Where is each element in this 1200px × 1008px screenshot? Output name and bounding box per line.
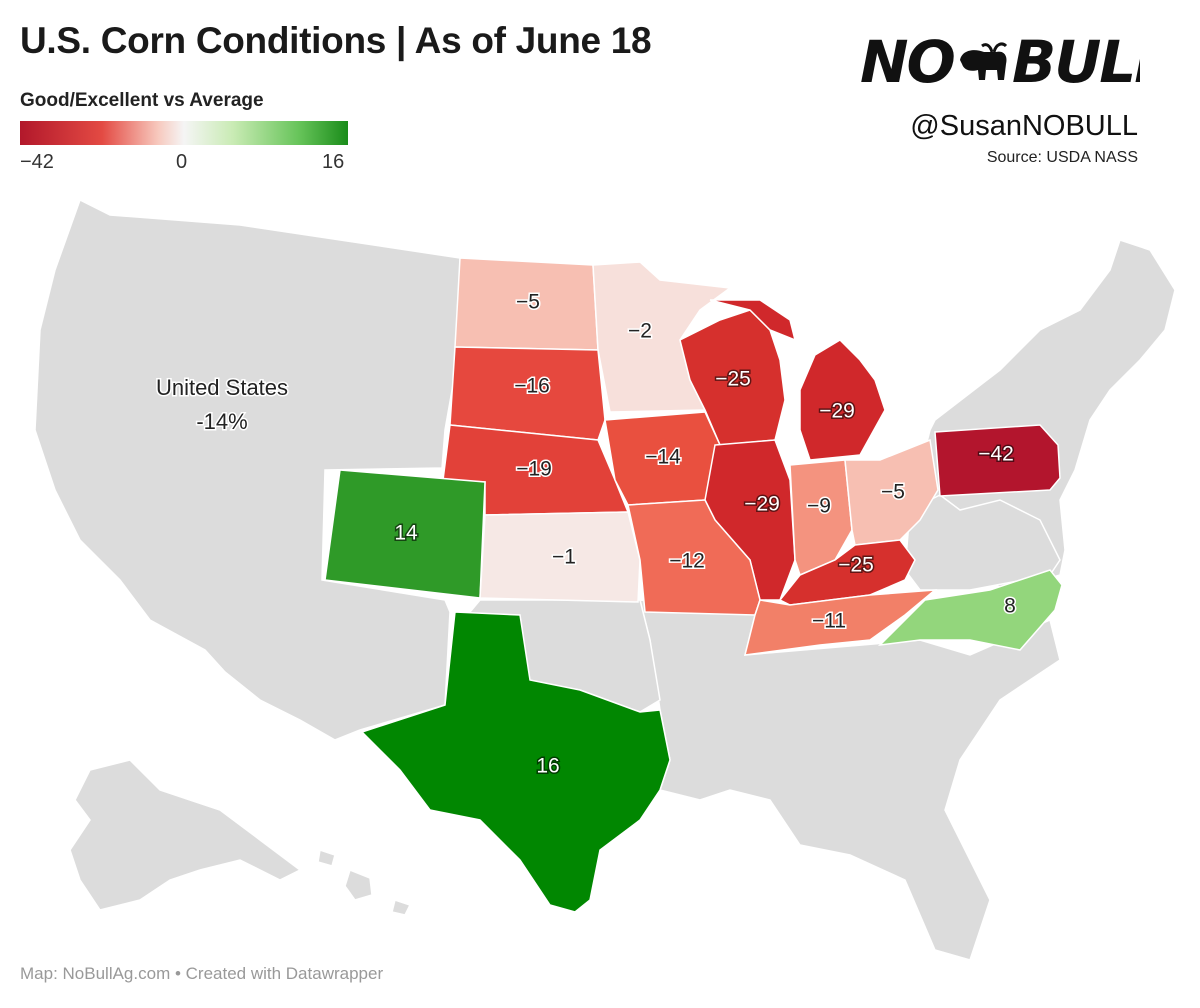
legend-max-label: 16 — [322, 151, 345, 173]
source-note: Source: USDA NASS — [986, 149, 1138, 166]
state-value-label-missouri: −12 — [669, 550, 705, 573]
state-value-label-nebraska: −19 — [516, 458, 552, 481]
state-value-label-minnesota: −2 — [628, 320, 652, 343]
state-value-label-kansas: −1 — [552, 546, 576, 569]
state-texas[interactable] — [360, 611, 671, 913]
legend-mid-label: 0 — [176, 151, 188, 173]
svg-text:NO: NO — [860, 28, 955, 96]
legend-title: Good/Excellent vs Average — [20, 90, 264, 111]
state-value-label-south-dakota: −16 — [514, 375, 550, 398]
state-value-label-north-carolina: 8 — [1004, 595, 1016, 618]
state-value-label-wisconsin: −25 — [715, 368, 751, 391]
svg-text:BULL: BULL — [1012, 28, 1140, 96]
footer-credit: Map: NoBullAg.com • Created with Datawra… — [20, 964, 384, 983]
chart-title: U.S. Corn Conditions | As of June 18 — [20, 20, 652, 61]
state-value-label-tennessee: −11 — [812, 610, 846, 633]
state-north-carolina[interactable] — [877, 569, 1063, 651]
state-value-label-ohio: −5 — [881, 481, 905, 504]
state-west-region — [34, 198, 461, 741]
state-value-label-north-dakota: −5 — [516, 291, 540, 314]
state-south-no-data — [639, 599, 1061, 961]
state-pennsylvania[interactable] — [934, 424, 1061, 497]
national-value: -14% — [196, 409, 247, 434]
state-wv-va-no-data — [904, 494, 1061, 591]
state-hawaii — [317, 849, 412, 916]
national-label: United States — [156, 375, 288, 400]
state-kansas[interactable] — [479, 511, 641, 603]
state-alaska — [69, 759, 302, 911]
bull-icon — [960, 42, 1008, 80]
legend-color-scale — [20, 121, 348, 145]
state-ohio[interactable] — [844, 438, 939, 546]
state-value-label-texas: 16 — [536, 755, 559, 778]
state-value-label-illinois: −29 — [744, 493, 780, 516]
state-value-label-michigan: −29 — [819, 400, 855, 423]
state-south-dakota[interactable] — [449, 346, 606, 441]
state-value-label-iowa: −14 — [645, 446, 681, 469]
state-value-label-indiana: −9 — [807, 495, 831, 518]
legend-min-label: −42 — [20, 151, 54, 173]
state-value-label-kentucky: −25 — [838, 554, 874, 577]
state-value-label-colorado: 14 — [394, 522, 418, 545]
state-wisconsin[interactable] — [679, 309, 786, 446]
twitter-handle: @SusanNOBULL — [910, 110, 1138, 142]
state-value-label-pennsylvania: −42 — [978, 443, 1014, 466]
state-tennessee[interactable] — [744, 589, 938, 656]
nobull-logo: NO BULL — [860, 28, 1140, 96]
state-michigan[interactable] — [709, 299, 886, 461]
